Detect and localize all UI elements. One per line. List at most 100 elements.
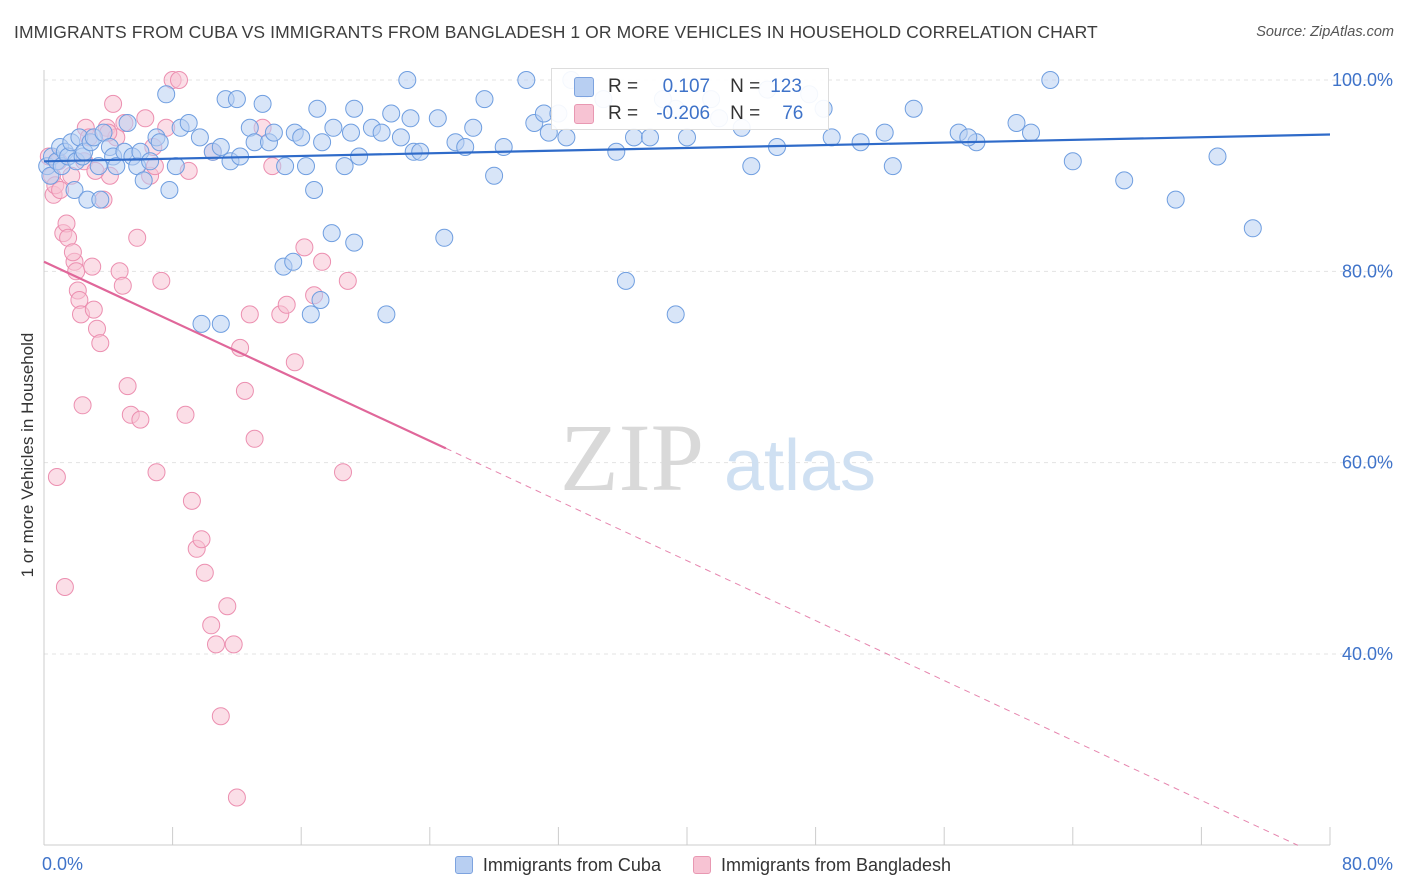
- cuba-point: [382, 104, 401, 123]
- stats-swatch-cuba: [574, 77, 594, 97]
- bangladesh-point: [277, 295, 296, 314]
- bangladesh-point: [113, 276, 132, 295]
- cuba-point: [345, 233, 364, 252]
- cuba-point: [335, 157, 354, 176]
- grid-lines: [44, 79, 1392, 655]
- bangladesh-point: [104, 94, 123, 113]
- cuba-point: [192, 314, 211, 333]
- cuba-point: [211, 138, 230, 156]
- tick-labels: 100.0% 80.0% 60.0% 40.0% 0.0% 80.0%: [42, 70, 1393, 874]
- bangladesh-point: [73, 396, 92, 415]
- trend-lines: [43, 133, 1331, 846]
- cuba-point: [276, 157, 295, 176]
- cuba-point: [377, 305, 396, 324]
- cuba-point: [607, 142, 626, 161]
- cuba-point: [253, 94, 272, 113]
- stats-swatch-bangladesh: [574, 104, 594, 124]
- cuba-point: [616, 271, 635, 290]
- bangladesh-point: [285, 353, 304, 372]
- cuba-point: [883, 157, 902, 176]
- cuba-point: [875, 123, 894, 142]
- cuba-point: [107, 157, 126, 176]
- cuba-point: [311, 291, 330, 309]
- cuba-point: [435, 228, 454, 247]
- stats-n-label: N =: [730, 76, 761, 97]
- cuba-point: [475, 90, 494, 109]
- source-credit: Source: ZipAtlas.com: [1256, 24, 1394, 40]
- cuba-point: [89, 157, 108, 176]
- cuba-point: [1007, 114, 1026, 132]
- cuba-point: [959, 128, 978, 147]
- bangladesh-point: [91, 334, 110, 353]
- bangladesh-point: [224, 635, 243, 654]
- bangladesh-point: [202, 616, 221, 635]
- cuba-point: [1166, 190, 1185, 209]
- bangladesh-point: [334, 463, 352, 482]
- legend-label-cuba: Immigrants from Cuba: [482, 854, 661, 875]
- cuba-point: [65, 181, 84, 199]
- cuba-point: [372, 123, 391, 142]
- legend-item-bangladesh[interactable]: Immigrants from Bangladesh: [692, 854, 952, 876]
- cuba-point: [227, 90, 246, 109]
- cuba-point: [1243, 219, 1262, 238]
- cuba-point: [190, 128, 209, 147]
- cuba-point: [1022, 123, 1040, 142]
- cuba-point: [398, 71, 417, 89]
- stats-r-label: R =: [608, 76, 639, 97]
- series-cuba-points: [38, 71, 1262, 333]
- cuba-point: [118, 114, 137, 132]
- bangladesh-point: [192, 530, 211, 549]
- cuba-point: [350, 147, 369, 166]
- cuba-point: [292, 128, 311, 147]
- bottom-legend: Immigrants from Cuba Immigrants from Ban…: [0, 852, 1406, 878]
- stats-n-value: 76: [782, 103, 804, 124]
- stats-r-value: -0.206: [656, 103, 711, 124]
- bangladesh-point: [147, 463, 166, 482]
- cuba-trend-line: [43, 133, 1331, 163]
- cuba-point: [391, 128, 410, 147]
- cuba-point: [264, 123, 283, 142]
- bangladesh-point: [83, 257, 102, 276]
- bangladesh-point: [170, 71, 188, 89]
- bangladesh-point: [84, 300, 103, 319]
- cuba-point: [150, 133, 169, 152]
- bangladesh-point: [55, 578, 74, 596]
- stats-legend: R = 0.107 N = 123 R = -0.206 N = 76: [551, 68, 829, 130]
- cuba-point: [308, 99, 327, 118]
- cuba-point: [485, 166, 504, 185]
- cuba-point: [345, 99, 364, 118]
- cuba-point: [166, 157, 185, 176]
- watermark-zip: ZIP: [560, 404, 704, 511]
- cuba-point: [428, 109, 447, 128]
- chart-title: IMMIGRANTS FROM CUBA VS IMMIGRANTS FROM …: [14, 22, 1098, 42]
- cuba-point: [1063, 152, 1082, 171]
- watermark-atlas: atlas: [724, 426, 876, 506]
- legend-item-cuba[interactable]: Immigrants from Cuba: [454, 854, 661, 876]
- stats-row-cuba: R = 0.107 N = 123: [574, 74, 802, 100]
- bangladesh-point: [211, 707, 230, 726]
- bangladesh-point: [152, 271, 171, 290]
- bangladesh-point: [195, 563, 214, 582]
- cuba-point: [678, 128, 696, 147]
- bangladesh-point: [47, 468, 66, 486]
- stats-r-label: R =: [608, 103, 639, 124]
- bangladesh-point: [207, 635, 225, 654]
- cuba-point: [211, 314, 230, 333]
- y-axis-label: 1 or more Vehicles in Household: [18, 333, 37, 578]
- bangladesh-point: [63, 243, 82, 262]
- cuba-point: [179, 114, 198, 132]
- y-tick-label: 100.0%: [1332, 70, 1393, 90]
- cuba-point: [401, 109, 420, 128]
- axes: [43, 70, 1331, 846]
- cuba-point: [411, 142, 430, 161]
- legend-label-bangladesh: Immigrants from Bangladesh: [720, 854, 952, 875]
- bangladesh-point: [136, 109, 155, 128]
- cuba-point: [141, 152, 160, 171]
- cuba-point: [557, 128, 576, 147]
- cuba-point: [1115, 171, 1134, 190]
- x-tick-label: 0.0%: [42, 854, 83, 874]
- cuba-point: [157, 85, 176, 104]
- bangladesh-point: [118, 377, 137, 396]
- y-tick-label: 60.0%: [1342, 453, 1393, 473]
